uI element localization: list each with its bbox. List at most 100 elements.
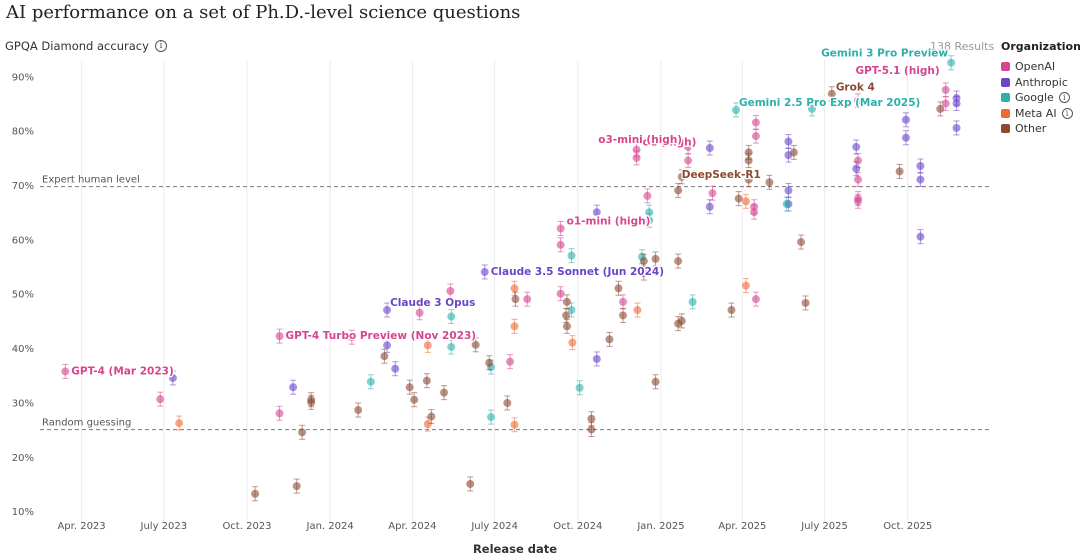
- data-point-marker: [506, 357, 515, 366]
- x-tick-label: Apr. 2023: [57, 521, 105, 532]
- x-tick-label: Jan. 2025: [636, 521, 684, 532]
- data-point-marker: [619, 311, 628, 320]
- point-annotation: GPT-4 Turbo Preview (Nov 2023): [286, 330, 477, 342]
- data-point-marker: [916, 175, 925, 184]
- legend-item-openai[interactable]: OpenAI: [1001, 59, 1079, 75]
- data-point-marker: [556, 289, 565, 298]
- data-point: [765, 174, 774, 190]
- data-point: [895, 163, 904, 179]
- data-point: [556, 237, 565, 253]
- info-icon[interactable]: i: [1061, 107, 1073, 119]
- data-point: [677, 313, 686, 329]
- info-icon[interactable]: i: [154, 40, 167, 52]
- reference-line-label: Expert human level: [42, 175, 140, 186]
- legend-label: Other: [1015, 122, 1047, 136]
- legend-item-meta-ai[interactable]: Meta AI i: [1001, 106, 1079, 122]
- data-point-marker: [380, 352, 389, 361]
- data-point-marker: [688, 297, 697, 306]
- data-point: [705, 140, 714, 156]
- data-point-marker: [684, 156, 693, 165]
- data-point: [807, 101, 816, 117]
- data-point-marker: [751, 295, 760, 304]
- chart-title: AI performance on a set of Ph.D.-level s…: [6, 2, 521, 23]
- data-point-marker: [568, 338, 577, 347]
- data-point-marker: [782, 200, 791, 209]
- data-point: [503, 395, 512, 411]
- data-point: [936, 101, 945, 117]
- data-point-marker: [510, 284, 519, 293]
- data-point: [639, 253, 648, 269]
- data-point: [782, 196, 791, 212]
- data-point-marker: [447, 312, 456, 321]
- point-annotation: GPT-4 (Mar 2023): [71, 365, 173, 377]
- data-point: [614, 280, 623, 296]
- legend-item-anthropic[interactable]: Anthropic: [1001, 75, 1079, 91]
- data-point: [405, 379, 414, 395]
- info-icon[interactable]: i: [1058, 92, 1070, 104]
- data-point-marker: [765, 178, 774, 187]
- data-point-marker: [854, 96, 863, 105]
- data-point: [422, 373, 431, 389]
- y-tick-label: 90%: [12, 72, 34, 83]
- data-point-marker: [447, 342, 456, 351]
- y-axis-label: GPQA Diamond accuracy: [5, 39, 149, 53]
- data-point-marker: [523, 295, 532, 304]
- data-point-marker: [614, 284, 623, 293]
- data-point-marker: [298, 428, 307, 437]
- data-point: [750, 204, 759, 220]
- data-point-marker: [292, 482, 301, 491]
- results-count: 138 Results: [930, 40, 995, 53]
- legend-item-other[interactable]: Other: [1001, 121, 1079, 137]
- data-point-marker: [391, 364, 400, 373]
- data-point: [471, 337, 480, 353]
- data-point: [506, 354, 515, 370]
- x-tick-label: Oct. 2024: [553, 521, 602, 532]
- data-point-marker: [732, 106, 741, 115]
- data-point: [941, 82, 950, 98]
- data-point: [175, 415, 184, 431]
- data-point: [298, 424, 307, 440]
- data-point: [275, 328, 284, 344]
- y-tick-label: 20%: [12, 453, 34, 464]
- data-point-marker: [422, 376, 431, 385]
- data-point-marker: [410, 395, 419, 404]
- data-point-marker: [751, 132, 760, 141]
- data-point: [510, 318, 519, 334]
- data-point: [466, 476, 475, 492]
- data-point-marker: [251, 489, 260, 498]
- data-point: [587, 422, 596, 438]
- data-point: [556, 286, 565, 302]
- data-point: [556, 220, 565, 236]
- y-axis-label-group: GPQA Diamond accuracy i: [5, 39, 167, 53]
- data-point: [523, 291, 532, 307]
- data-point-marker: [510, 420, 519, 429]
- data-point: [797, 234, 806, 250]
- data-point: [562, 294, 571, 310]
- point-annotation: GPT-5.1 (high): [855, 65, 939, 77]
- data-point: [643, 188, 652, 204]
- data-point-marker: [854, 175, 863, 184]
- point-annotation: Gemini 2.5 Pro Exp (Mar 2025): [739, 97, 920, 109]
- data-point-marker: [852, 142, 861, 151]
- point-annotation: DeepSeek-R1: [682, 169, 761, 181]
- data-point: [292, 478, 301, 494]
- data-point-marker: [941, 99, 950, 108]
- data-point-marker: [734, 194, 743, 203]
- x-tick-label: Apr. 2024: [388, 521, 436, 532]
- data-point: [410, 392, 419, 408]
- data-point-marker: [784, 186, 793, 195]
- data-point-marker: [952, 123, 961, 132]
- data-point-marker: [587, 414, 596, 423]
- data-point: [568, 335, 577, 351]
- data-point-marker: [639, 257, 648, 266]
- data-point-marker: [427, 412, 436, 421]
- data-point: [567, 248, 576, 264]
- data-point-marker: [446, 287, 455, 295]
- data-point: [854, 193, 863, 209]
- data-point-marker: [562, 311, 571, 320]
- data-point: [744, 153, 753, 169]
- data-point: [511, 291, 520, 307]
- data-point: [354, 402, 363, 418]
- legend-label: Google: [1015, 91, 1054, 105]
- legend-item-google[interactable]: Google i: [1001, 90, 1079, 106]
